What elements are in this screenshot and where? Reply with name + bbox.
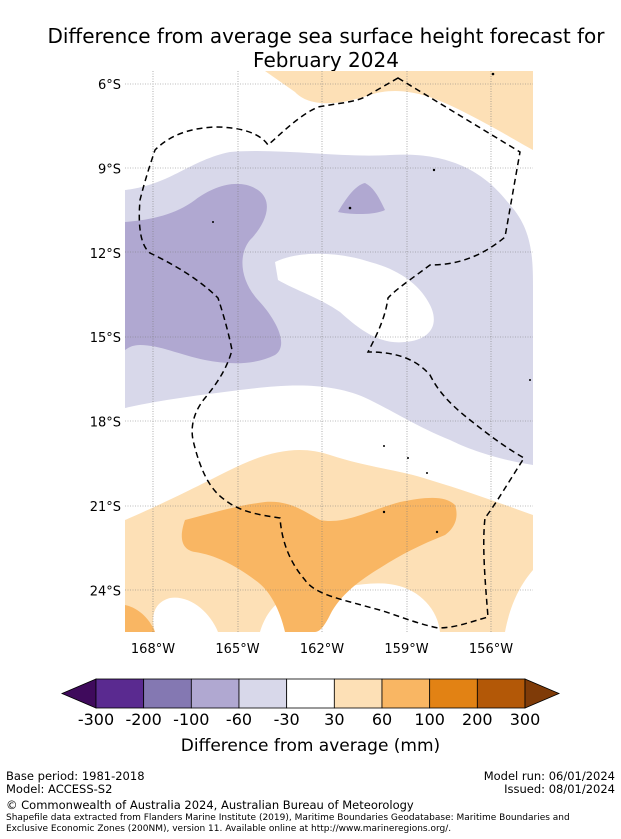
- island-markers: [212, 72, 531, 534]
- positive-anomaly-medium-corner: [125, 605, 155, 632]
- colorbar-extend-low: [60, 678, 97, 709]
- model-text: Model: ACCESS-S2: [6, 782, 113, 796]
- base-period-text: Base period: 1981-2018: [6, 769, 145, 783]
- forecast-map: 6°S 9°S 12°S 15°S 18°S 21°S 24°S 168°W 165°W 162…: [90, 71, 533, 657]
- longitude-labels: 168°W 165°W 162°W 159°W 156°W: [131, 642, 513, 657]
- latitude-label: 18°S: [90, 416, 121, 431]
- colorbar-tick-label: -60: [226, 710, 252, 729]
- neutral-hole-region: [275, 253, 434, 343]
- eez-boundary: [138, 77, 526, 629]
- colorbar-tick-label: 300: [510, 710, 541, 729]
- latitude-label: 12°S: [90, 247, 121, 262]
- negative-anomaly-medium-region: [125, 183, 282, 364]
- colorbar-tick-label: 30: [324, 710, 344, 729]
- colorbar-label: Difference from average (mm): [180, 736, 441, 756]
- colorbar-extend-high: [524, 678, 561, 709]
- colorbar-swatch: [429, 678, 478, 709]
- colorbar-swatch: [190, 678, 240, 709]
- colorbar-tick-labels: -300 -200 -100 -60 -30 30 60 100 200 300: [78, 710, 540, 729]
- colorbar-tick-label: -30: [274, 710, 300, 729]
- issued-text: Issued: 08/01/2024: [504, 782, 615, 796]
- colorbar-tick-label: 100: [414, 710, 445, 729]
- latitude-label: 24°S: [90, 584, 121, 599]
- colorbar-tick-label: -100: [173, 710, 209, 729]
- colorbar-tick-label: 200: [462, 710, 493, 729]
- colorbar-swatch: [476, 678, 526, 709]
- positive-anomaly-light-top: [265, 71, 533, 150]
- shapefile-note: Shapefile data extracted from Flanders M…: [6, 813, 570, 834]
- colorbar-swatch: [95, 678, 145, 709]
- colorbar-tick-label: -200: [126, 710, 162, 729]
- longitude-label: 168°W: [131, 642, 175, 657]
- map-fields: [125, 71, 533, 632]
- map-gridlines: [125, 71, 533, 632]
- model-run-text: Model run: 06/01/2024: [483, 769, 615, 783]
- map-title: Difference from average sea surface heig…: [0, 24, 621, 72]
- colorbar-tick-label: -300: [78, 710, 114, 729]
- colorbar-swatch: [381, 678, 431, 709]
- latitude-label: 21°S: [90, 500, 121, 515]
- colorbar-swatch: [143, 678, 192, 709]
- latitude-label: 9°S: [98, 162, 121, 177]
- longitude-label: 165°W: [215, 642, 259, 657]
- longitude-label: 159°W: [384, 642, 428, 657]
- copyright-text: © Commonwealth of Australia 2024, Austra…: [6, 798, 414, 812]
- colorbar-swatch: [333, 678, 383, 709]
- colorbar-tick-label: 60: [372, 710, 392, 729]
- colorbar-swatch: [238, 678, 288, 709]
- latitude-label: 15°S: [90, 331, 121, 346]
- title-line-2: February 2024: [253, 48, 399, 72]
- positive-anomaly-medium-region: [181, 497, 457, 632]
- negative-anomaly-medium-patch: [338, 183, 385, 215]
- longitude-label: 156°W: [469, 642, 513, 657]
- colorbar-swatch: [286, 678, 335, 709]
- title-line-1: Difference from average sea surface heig…: [47, 24, 605, 48]
- longitude-label: 162°W: [300, 642, 344, 657]
- colorbar-swatches: [60, 678, 561, 709]
- latitude-labels: 6°S 9°S 12°S 15°S 18°S 21°S 24°S: [90, 78, 121, 599]
- latitude-label: 6°S: [98, 78, 121, 93]
